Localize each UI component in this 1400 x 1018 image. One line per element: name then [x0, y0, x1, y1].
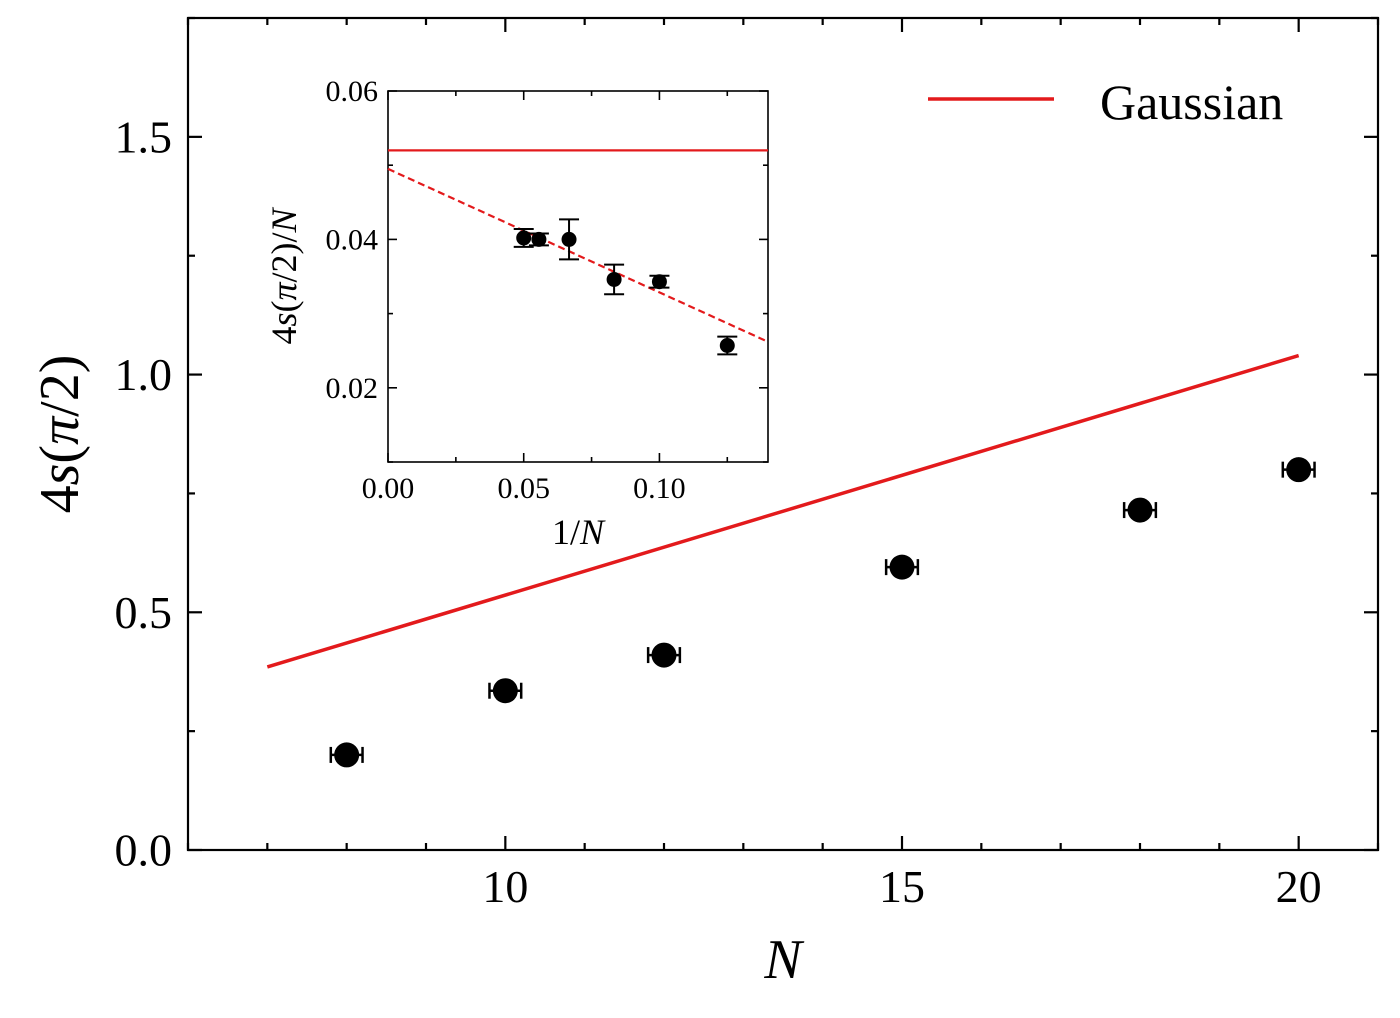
axes-frame	[186, 16, 1380, 852]
x-tick-label: 0.05	[497, 472, 550, 505]
legend-label-gaussian: Gaussian	[1100, 74, 1283, 130]
data-point	[561, 231, 577, 247]
data-point	[651, 274, 667, 290]
data-point	[531, 231, 547, 247]
y-tick-label: 0.06	[326, 75, 379, 108]
x-tick-label: 0.00	[362, 472, 415, 505]
gaussian-line	[266, 353, 1300, 669]
y-axis-label: 4s(π/2)	[29, 355, 91, 514]
y-axis-label: 4s(π/2)/N	[264, 206, 304, 344]
x-tick-label: 20	[1276, 861, 1322, 912]
data-point	[1286, 457, 1312, 483]
data-point	[606, 271, 622, 287]
main-plot: 10 15 20 0.0 0.5 1.0 1.5 N 4s(π/2) Gaussian	[29, 16, 1380, 991]
x-axis-label: 1/N	[552, 512, 606, 552]
y-tick-label: 0.02	[326, 372, 379, 405]
data-point	[516, 230, 532, 246]
data-point	[334, 742, 360, 768]
x-axis-label: N	[763, 929, 804, 991]
y-tick-label: 1.0	[115, 349, 173, 400]
data-point	[1127, 497, 1153, 523]
y-tick-label: 0.0	[115, 825, 173, 876]
x-tick-label: 10	[482, 861, 528, 912]
linear-fit-line	[387, 167, 769, 343]
inset-plot: 0.00 0.05 0.10 0.02 0.04 0.06 1/N 4s(π/2)/N	[264, 75, 769, 552]
x-tick-label: 15	[879, 861, 925, 912]
y-tick-label: 1.5	[115, 111, 173, 162]
x-tick-label: 0.10	[633, 472, 686, 505]
y-tick-label: 0.5	[115, 587, 173, 638]
data-point	[719, 338, 735, 354]
data-point	[651, 642, 677, 668]
data-point	[889, 554, 915, 580]
axes-frame	[387, 90, 769, 463]
y-tick-label: 0.04	[326, 224, 379, 257]
data-point	[492, 678, 518, 704]
